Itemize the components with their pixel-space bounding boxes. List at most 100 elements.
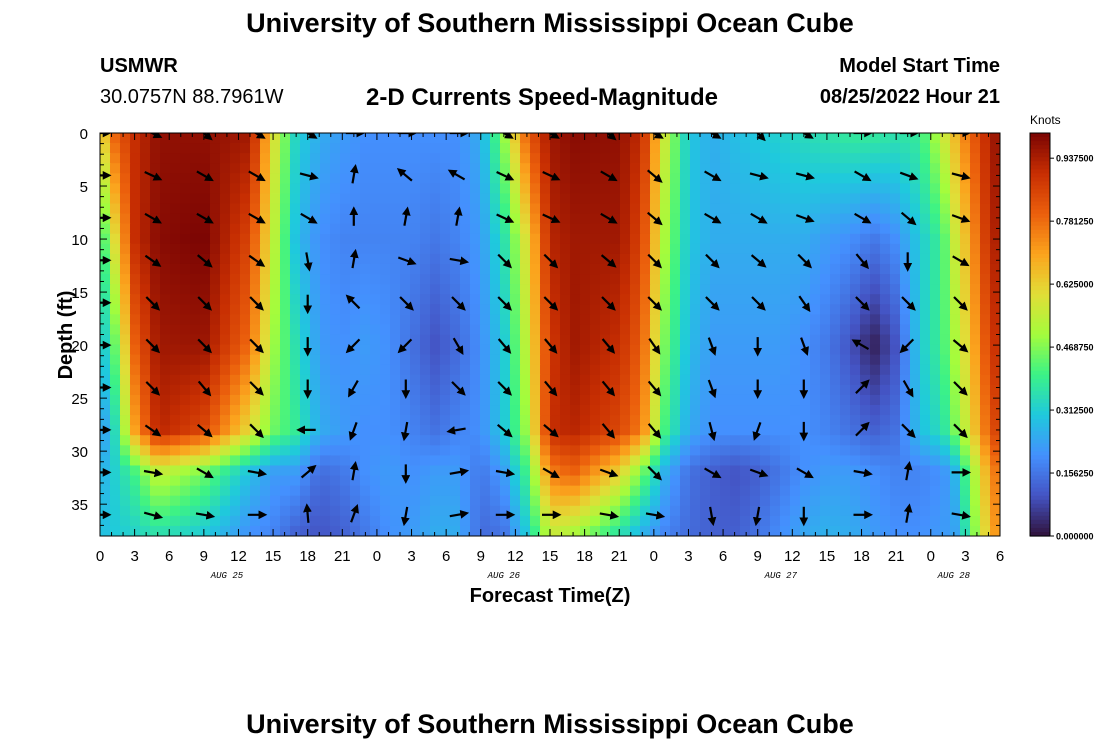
heatmap-cell [810, 143, 821, 154]
heatmap-cell [180, 364, 191, 376]
heatmap-cell [240, 525, 251, 536]
heatmap-cell [280, 465, 291, 477]
heatmap-cell [420, 143, 431, 154]
heatmap-cell [850, 495, 861, 507]
heatmap-cell [660, 284, 671, 295]
heatmap-cell [260, 213, 271, 225]
heatmap-cell [110, 143, 121, 154]
heatmap-cell [140, 253, 151, 265]
heatmap-cell [760, 334, 771, 346]
heatmap-cell [640, 495, 651, 507]
heatmap-cell [420, 263, 431, 275]
heatmap-cell [560, 374, 571, 386]
heatmap-cell [390, 394, 401, 406]
colorbar-segment [1030, 374, 1050, 380]
heatmap-cell [680, 405, 691, 416]
colorbar-tick-label: 0.625000 [1056, 280, 1094, 290]
heatmap-cell [100, 465, 111, 477]
heatmap-cell [940, 334, 951, 346]
heatmap-cell [220, 143, 231, 154]
heatmap-cell [990, 274, 1000, 285]
heatmap-cell [260, 314, 271, 326]
heatmap-cell [920, 445, 931, 456]
heatmap-cell [250, 374, 261, 386]
heatmap-cell [810, 153, 821, 164]
heatmap-cell [940, 515, 951, 527]
heatmap-cell [900, 354, 911, 366]
heatmap-cell [970, 495, 981, 507]
heatmap-cell [900, 364, 911, 376]
heatmap-cell [460, 233, 471, 245]
heatmap-cell [270, 485, 281, 497]
heatmap-cell [690, 374, 701, 386]
heatmap-cell [160, 515, 171, 527]
heatmap-cell [920, 213, 931, 225]
heatmap-cell [280, 233, 291, 245]
heatmap-cell [980, 143, 991, 154]
heatmap-cell [550, 203, 561, 215]
current-vector-arrow [853, 468, 873, 478]
heatmap-cell [290, 374, 301, 386]
current-vector-arrow [752, 506, 762, 527]
heatmap-cell [740, 354, 751, 366]
heatmap-cell [810, 243, 821, 255]
heatmap-cell [350, 143, 361, 154]
heatmap-cell [170, 435, 181, 446]
colorbar-segment [1030, 511, 1050, 517]
heatmap-cell [580, 203, 591, 215]
heatmap-cell [480, 495, 491, 507]
heatmap-cell [330, 183, 341, 195]
heatmap-cell [780, 233, 791, 245]
heatmap-cell [210, 354, 221, 366]
heatmap-cell [620, 405, 631, 416]
heatmap-cell [810, 515, 821, 527]
heatmap-cell [870, 384, 881, 396]
heatmap-cell [250, 324, 261, 336]
heatmap-cell [270, 475, 281, 487]
heatmap-cell [290, 193, 301, 205]
heatmap-cell [180, 485, 191, 497]
heatmap-cell [410, 415, 421, 426]
heatmap-cell [690, 324, 701, 336]
heatmap-cell [230, 213, 241, 225]
x-tick-label: 3 [684, 548, 692, 565]
heatmap-cell [200, 223, 211, 235]
heatmap-cell [330, 334, 341, 346]
heatmap-cell [910, 354, 921, 366]
heatmap-cell [690, 334, 701, 346]
heatmap-cell [850, 405, 861, 416]
heatmap-cell [830, 425, 841, 436]
heatmap-cell [730, 274, 741, 285]
heatmap-cell [570, 515, 581, 527]
heatmap-cell [710, 354, 721, 366]
heatmap-cell [520, 405, 531, 416]
heatmap-cell [720, 455, 731, 467]
heatmap-cell [180, 384, 191, 396]
heatmap-cell [260, 163, 271, 174]
heatmap-cell [570, 525, 581, 536]
heatmap-cell [220, 203, 231, 215]
heatmap-cell [710, 475, 721, 487]
heatmap-cell [520, 183, 531, 195]
heatmap-cell [790, 263, 801, 275]
heatmap-cell [340, 485, 351, 497]
heatmap-cell [840, 364, 851, 376]
heatmap-cell [310, 324, 321, 336]
heatmap-cell [200, 233, 211, 245]
heatmap-cell [740, 193, 751, 205]
heatmap-cell [680, 304, 691, 315]
heatmap-cell [850, 505, 861, 517]
heatmap-cell [780, 525, 791, 536]
heatmap-cell [980, 284, 991, 295]
heatmap-cell [680, 425, 691, 436]
heatmap-cell [550, 475, 561, 487]
heatmap-cell [140, 173, 151, 184]
heatmap-cell [180, 445, 191, 456]
heatmap-cell [450, 354, 461, 366]
heatmap-cell [310, 243, 321, 255]
heatmap-cell [850, 314, 861, 326]
heatmap-cell [310, 223, 321, 235]
heatmap-cell [270, 354, 281, 366]
heatmap-cell [210, 415, 221, 426]
heatmap-cell [720, 324, 731, 336]
